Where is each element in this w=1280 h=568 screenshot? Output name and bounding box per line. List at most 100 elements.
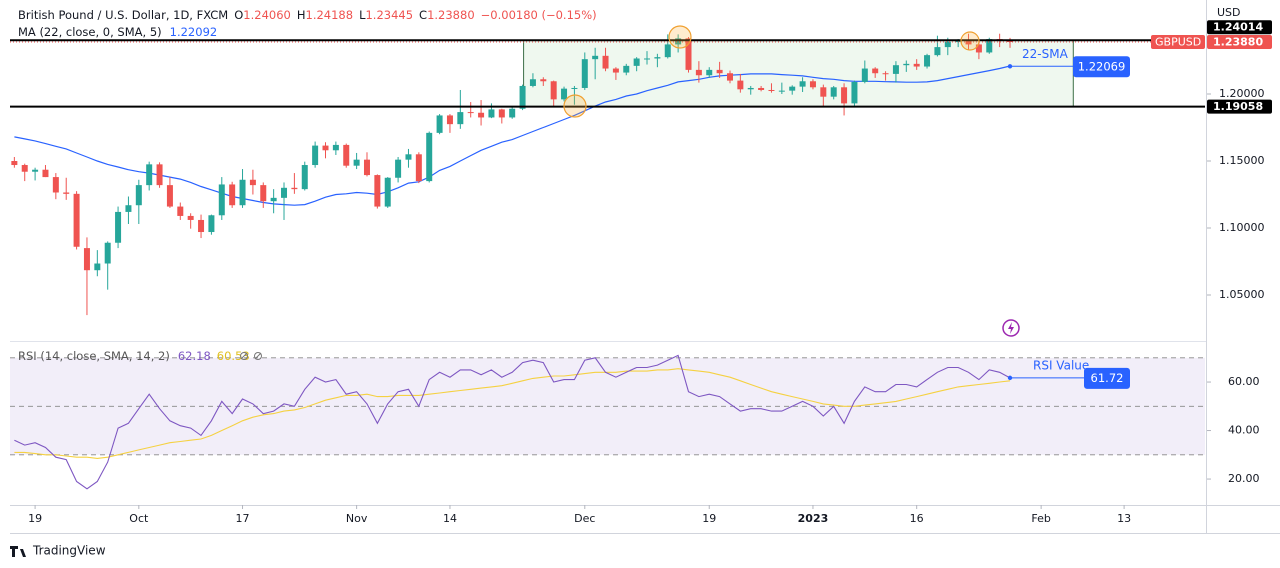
x-tick-label: 17 [236,512,250,525]
currency-label: USD [1217,6,1241,19]
candle-body [799,81,806,87]
candle-body [94,263,101,271]
candle-body [747,87,754,90]
candle-body [716,69,723,74]
rsi-sma-line [14,368,1011,459]
candle-body [115,211,122,243]
candle-body [778,90,785,92]
candle-body [208,215,215,233]
candle-body [664,44,671,58]
level-tag [1207,99,1272,114]
candle-body [820,87,827,97]
candle-body [467,112,474,114]
candle-body [913,63,920,67]
candle-body [270,197,277,202]
candle-body [415,154,422,182]
candle-body [301,165,308,190]
brand-name: TradingView [32,544,106,558]
candle-body [612,68,619,73]
symbol-label: GBPUSD [1155,36,1201,49]
y-tick-label: 20.00 [1228,472,1260,485]
rsi-value: 62.18 [178,349,211,363]
legend-ma: MA (22, close, 0, SMA, 5) 1.22092 [18,25,217,39]
candle-body [42,169,49,178]
candle-body [260,185,267,202]
candle-body [892,65,899,74]
ma-callout-value: 1.22069 [1078,59,1126,73]
symbol-title: British Pound / U.S. Dollar, 1D, FXCM [18,8,228,22]
candle-body [146,164,153,186]
ohlc-key: H [297,8,306,22]
x-tick-label: 2023 [798,512,829,525]
candle-body [768,89,775,91]
legend-icons [240,352,262,360]
candle-body [726,73,733,81]
candle-body [965,41,972,45]
candle-body [125,205,132,212]
candle-body [322,145,329,151]
candle-body [934,47,941,56]
symbol-tag [1151,35,1205,50]
legend-main: British Pound / U.S. Dollar, 1D, FXCM O1.… [18,8,597,22]
candle-body [571,87,578,89]
candle-body [685,38,692,70]
candle-body [11,161,18,166]
rsi-callout-box [1084,367,1130,389]
candle-body [52,177,59,193]
plot: 1.05000 1.10000 1.15000 1.20000 USD 20.00 40.0… [10,6,1265,490]
candle-body [135,185,142,206]
candle-body [21,165,28,172]
alert-icon[interactable] [1002,319,1020,337]
candle-body [592,55,599,60]
candle-body [851,81,858,104]
candle-body [374,175,381,207]
x-tick-label: Dec [574,512,595,525]
candle-body [353,159,360,166]
candle-body [488,109,495,118]
candle-body [332,144,339,151]
y-tick-label: 60.00 [1228,375,1260,388]
highlight-circles [563,25,980,118]
candle-body [509,108,516,118]
candle-body [291,187,298,190]
candle-body [177,206,184,216]
candle-body [944,41,951,48]
candle-body [281,187,288,198]
ohlc-value: 1.24188 [306,8,354,22]
brand-logo: TradingView [10,544,106,558]
candle-body [498,109,505,118]
candle-body [312,145,319,166]
ohlc-key: L [359,8,366,22]
x-tick-label: 19 [28,512,42,525]
rsi-line [14,354,1011,490]
y-tick-label: 40.00 [1228,424,1260,437]
candle-body [924,55,931,67]
candle-body [519,85,526,109]
x-tick-label: Oct [129,512,149,525]
ma-value: 1.22092 [170,25,218,39]
candle-body [436,115,443,133]
candle-body [654,57,661,59]
candle-body [903,63,910,66]
candle-body [581,59,588,88]
candle-body [478,112,485,118]
candle-body [540,79,547,82]
candle-body [561,88,568,100]
ma-callout-text: 22-SMA [1022,47,1069,61]
candle-body [218,184,225,216]
ma-name: MA (22, close, 0, SMA, 5) [18,25,162,39]
candle-body [706,69,713,76]
rsi-name: RSI (14, close, SMA, 14, 2) [18,349,170,363]
candle-body [841,87,848,104]
y-tick-label: 1.15000 [1219,154,1265,167]
x-tick-label: Feb [1031,512,1050,525]
candle-body [695,69,702,76]
candle-body [229,184,236,206]
candle-body [239,179,246,206]
candle-body [198,219,205,233]
level-label: 1.19058 [1213,100,1263,113]
candle-body [395,159,402,178]
candle-body [166,185,173,207]
